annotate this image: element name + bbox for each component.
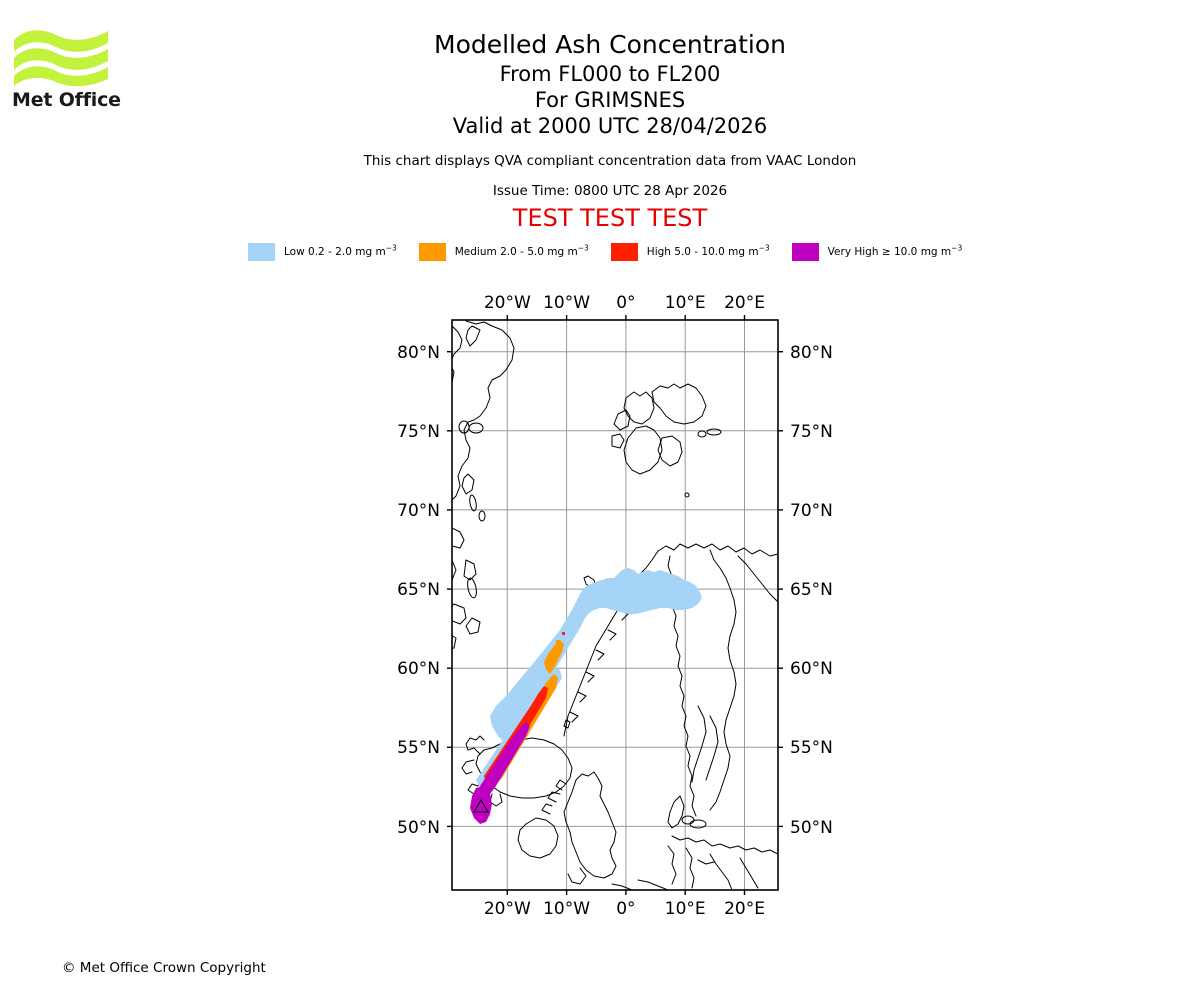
legend-label-low: Low 0.2 - 2.0 mg m−3 (284, 243, 397, 258)
ash-concentration-map: 20°W 10°W 0° 10°E 20°E 20°W 10°W 0° 10°E… (380, 288, 850, 918)
volcano-source-marker (473, 799, 489, 813)
latitude-labels-right: 80°N 75°N 70°N 65°N 60°N 55°N 50°N (790, 343, 833, 838)
lat-label-right-65: 65°N (790, 580, 833, 600)
lat-label-right-50: 50°N (790, 818, 833, 838)
lon-label-bottom-1: 10°W (543, 899, 590, 918)
lat-label-left-60: 60°N (397, 659, 440, 679)
legend-label-medium: Medium 2.0 - 5.0 mg m−3 (454, 243, 589, 258)
axis-ticks (447, 315, 783, 895)
chart-header: Modelled Ash Concentration From FL000 to… (250, 28, 970, 232)
test-banner: TEST TEST TEST (512, 204, 708, 232)
lon-label-top-1: 10°W (543, 293, 590, 313)
legend-swatch-high (610, 243, 638, 261)
legend-swatch-medium (418, 243, 446, 261)
legend-item-low: Low 0.2 - 2.0 mg m−3 (248, 243, 397, 261)
lon-label-bottom-0: 20°W (484, 899, 531, 918)
lon-label-top-2: 0° (616, 293, 635, 313)
plume-fragment (556, 640, 560, 644)
lon-label-top-3: 10°E (665, 293, 706, 313)
lat-label-left-70: 70°N (397, 501, 440, 521)
lat-label-left-50: 50°N (397, 818, 440, 838)
lat-label-right-70: 70°N (790, 501, 833, 521)
legend-label-very-high: Very High ≥ 10.0 mg m−3 (827, 243, 963, 258)
met-office-logo: Met Office (12, 26, 122, 114)
met-office-logo-text: Met Office (12, 89, 121, 111)
legend-swatch-low (248, 243, 275, 261)
lat-label-right-55: 55°N (790, 738, 833, 758)
lat-label-right-60: 60°N (790, 659, 833, 679)
legend-item-very-high: Very High ≥ 10.0 mg m−3 (791, 243, 963, 261)
volcano-subtitle: For GRIMSNES (534, 88, 686, 112)
page-title: Modelled Ash Concentration (434, 30, 786, 59)
plume-contour-very-high (480, 722, 530, 794)
lat-label-left-75: 75°N (397, 422, 440, 442)
lon-label-bottom-3: 10°E (665, 899, 706, 918)
lat-label-left-55: 55°N (397, 738, 440, 758)
lat-label-right-80: 80°N (790, 343, 833, 363)
plume-contour-medium-upper (544, 640, 564, 674)
plume-fragment (562, 632, 565, 635)
lat-label-left-65: 65°N (397, 580, 440, 600)
chart-note: This chart displays QVA compliant concen… (363, 153, 857, 169)
ash-plume (470, 568, 702, 824)
lon-label-bottom-4: 20°E (724, 899, 765, 918)
lat-label-left-80: 80°N (397, 343, 440, 363)
wave-lines-icon (14, 30, 108, 87)
legend-item-medium: Medium 2.0 - 5.0 mg m−3 (418, 243, 589, 261)
lon-label-bottom-2: 0° (616, 899, 635, 918)
lon-label-top-4: 20°E (724, 293, 765, 313)
flight-level-subtitle: From FL000 to FL200 (499, 62, 721, 86)
issue-time: Issue Time: 0800 UTC 28 Apr 2026 (492, 183, 728, 199)
concentration-legend: Low 0.2 - 2.0 mg m−3 Medium 2.0 - 5.0 mg… (248, 242, 993, 262)
lon-label-top-0: 20°W (484, 293, 531, 313)
longitude-labels-top: 20°W 10°W 0° 10°E 20°E (484, 293, 765, 313)
lat-label-right-75: 75°N (790, 422, 833, 442)
map-canvas: 20°W 10°W 0° 10°E 20°E 20°W 10°W 0° 10°E… (397, 293, 833, 918)
legend-item-high: High 5.0 - 10.0 mg m−3 (610, 243, 770, 261)
valid-time-subtitle: Valid at 2000 UTC 28/04/2026 (452, 114, 768, 138)
copyright-footer: © Met Office Crown Copyright (62, 960, 266, 976)
longitude-labels-bottom: 20°W 10°W 0° 10°E 20°E (484, 899, 765, 918)
legend-swatch-very-high (791, 243, 819, 261)
latitude-labels-left: 80°N 75°N 70°N 65°N 60°N 55°N 50°N (397, 343, 440, 838)
legend-label-high: High 5.0 - 10.0 mg m−3 (646, 243, 770, 258)
map-frame (451, 319, 779, 891)
